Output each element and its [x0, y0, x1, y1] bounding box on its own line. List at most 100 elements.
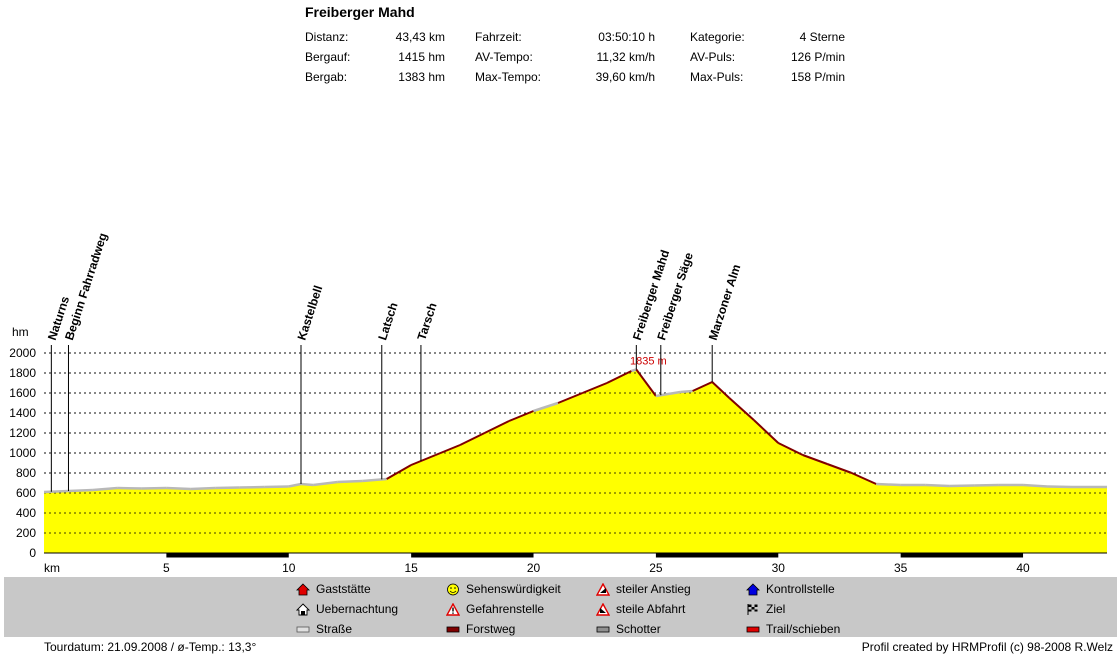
elevation-segment: [215, 486, 240, 490]
stat-value-max-puls: 158 P/min: [790, 70, 845, 84]
surface-segment: [166, 553, 289, 558]
stat-value-bergab: 1383 hm: [398, 70, 445, 84]
stat-label-max-puls: Max-Puls:: [690, 70, 744, 84]
stat-value-kategorie: 4 Sterne: [799, 30, 845, 44]
legend-item-trail-schieben: Trail/schieben: [746, 622, 840, 636]
footer-tour-info: Tourdatum: 21.09.2008 / ø-Temp.: 13,3°: [44, 640, 257, 654]
elevation-segment: [925, 483, 950, 488]
stat-label-av-puls: AV-Puls:: [690, 50, 736, 64]
elevation-segment: [300, 482, 314, 487]
x-tick-label: 35: [894, 561, 908, 575]
y-axis-label: hm: [12, 325, 29, 339]
legend-label: Straße: [316, 622, 353, 636]
legend-item-ziel: Ziel: [746, 602, 785, 616]
y-tick-label: 400: [16, 506, 36, 520]
elevation-segment: [239, 485, 265, 489]
elevation-segment: [533, 401, 559, 413]
footer-credits: Profil created by HRMProfil (c) 98-2008 …: [861, 640, 1113, 654]
max-elevation-label: 1835 m: [630, 356, 667, 368]
legend-label: Gefahrenstelle: [466, 602, 545, 616]
x-tick-label: 5: [163, 561, 170, 575]
elevation-segment: [68, 488, 94, 493]
x-tick-label: 20: [527, 561, 541, 575]
stat-value-distanz: 43,43 km: [395, 30, 445, 44]
elevation-segment: [631, 368, 637, 373]
legend-label: steiler Anstieg: [616, 582, 691, 596]
elevation-segment: [949, 484, 975, 488]
legend-label: Schotter: [616, 622, 661, 636]
legend-item-sehenswuerdigkeit: Sehenswürdigkeit: [446, 582, 561, 596]
y-tick-label: 600: [16, 486, 36, 500]
trail-icon: [746, 626, 760, 632]
elevation-segment: [410, 454, 436, 466]
legend-item-uebernachtung: Uebernachtung: [296, 602, 398, 616]
legend-item-forstweg: Forstweg: [446, 622, 515, 636]
legend-item-kontrollstelle: Kontrollstelle: [746, 582, 835, 596]
elevation-segment: [141, 486, 167, 490]
elevation-segment: [166, 486, 191, 491]
stat-label-fahrzeit: Fahrzeit:: [475, 30, 522, 44]
y-tick-label: 1800: [9, 366, 36, 380]
legend-label: Trail/schieben: [766, 622, 841, 636]
y-tick-label: 1200: [9, 426, 36, 440]
elevation-segment: [777, 442, 804, 456]
y-tick-label: 0: [29, 546, 36, 560]
legend-label: Forstweg: [466, 622, 516, 636]
forest-road-icon: [446, 626, 460, 632]
y-tick-label: 1400: [9, 406, 36, 420]
x-tick-label: 40: [1016, 561, 1030, 575]
stat-label-kategorie: Kategorie:: [690, 30, 745, 44]
y-tick-label: 1000: [9, 446, 36, 460]
house-red-icon: [296, 582, 310, 595]
x-tick-label: 30: [772, 561, 786, 575]
road-icon: [296, 626, 310, 632]
elevation-segment: [582, 382, 608, 394]
waypoint-label: Marzoner Alm: [706, 263, 744, 342]
stat-value-max-tempo: 39,60 km/h: [595, 70, 655, 84]
house-bed-icon: [296, 602, 310, 615]
stat-label-bergab: Bergab:: [305, 70, 348, 84]
elevation-segment: [711, 381, 731, 399]
smiley-icon: [447, 583, 459, 595]
chart-area: 1835 m: [43, 352, 1107, 553]
elevation-segment: [1022, 483, 1048, 488]
elevation-area: [44, 369, 1107, 553]
steep-down-icon: [596, 602, 610, 616]
stat-label-bergauf: Bergauf:: [305, 50, 351, 64]
elevation-segment: [264, 485, 289, 489]
x-axis-label: km: [44, 561, 60, 575]
stat-label-av-tempo: AV-Tempo:: [475, 50, 533, 64]
elevation-segment: [876, 482, 901, 487]
legend-item-gaststaette: Gaststätte: [296, 582, 371, 596]
elevation-segment: [459, 432, 486, 446]
stat-value-bergauf: 1415 hm: [398, 50, 445, 64]
finish-flag-icon: [747, 603, 758, 615]
elevation-segment: [435, 444, 461, 456]
chart-title: Freiberger Mahd: [305, 4, 415, 20]
legend-item-steile-abfahrt: steile Abfahrt: [596, 602, 685, 616]
elevation-segment: [557, 392, 583, 404]
legend-item-schotter: Schotter: [596, 622, 661, 636]
y-tick-label: 800: [16, 466, 36, 480]
elevation-segment: [92, 486, 118, 492]
elevation-segment: [692, 381, 713, 392]
elevation-segment: [190, 486, 216, 491]
waypoint-label: Latsch: [375, 301, 400, 342]
legend-label: Uebernachtung: [316, 602, 399, 616]
legend-label: Ziel: [766, 602, 786, 616]
stat-value-av-puls: 126 P/min: [790, 50, 845, 64]
chart-axes: 0 200 400 600 800 1000 1200 1400 1600 1800 2000 hm 5…: [9, 325, 1107, 575]
x-tick-label: 10: [282, 561, 296, 575]
elevation-segment: [680, 389, 693, 394]
elevation-segment: [851, 472, 877, 485]
stat-value-fahrzeit: 03:50:10 h: [598, 30, 655, 44]
elevation-segment: [508, 410, 534, 422]
elevation-segment: [606, 370, 632, 384]
elevation-segment: [728, 397, 755, 421]
elevation-segment: [117, 486, 142, 490]
elevation-segment: [974, 483, 999, 487]
steep-up-icon: [596, 582, 610, 596]
surface-segment: [655, 553, 779, 558]
x-tick-label: 15: [404, 561, 418, 575]
stat-value-av-tempo: 11,32 km/h: [596, 50, 655, 64]
